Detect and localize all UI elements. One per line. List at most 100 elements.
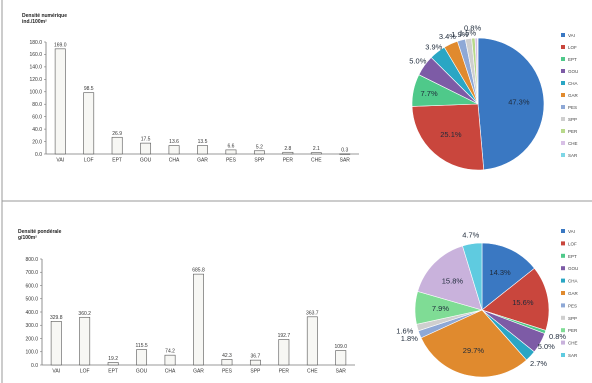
legend-label: PER [568,129,578,134]
bar [168,145,180,155]
bar-value-label: 685.8 [192,268,205,274]
bar-value-label: 74.2 [165,349,175,355]
pie-data-label: 47.3% [508,98,530,107]
legend-label: VAI [568,229,575,234]
legend-label: VAI [568,33,575,38]
y-tick-label: 140.0 [29,65,42,71]
bar-value-label: 26.9 [112,131,122,137]
pie-data-label: 3.4% [439,32,456,41]
pie-data-label: 2.7% [530,359,547,368]
x-tick-label: GAR [197,158,208,164]
legend-swatch [561,328,565,333]
bar-value-label: 19.2 [108,356,118,362]
y-tick-label: 600.0 [25,283,38,289]
x-tick-label: SPP [250,369,261,375]
bar-value-label: 115.5 [136,343,148,349]
x-tick-label: SAR [336,369,347,375]
pie-data-label: 1.9% [451,30,468,39]
pie-slice [477,37,545,171]
legend-label: LOF [568,45,577,50]
pie-data-label: 7.9% [432,304,449,313]
chart-ylabel: ind./100m² [22,19,47,25]
legend-swatch [561,241,565,246]
legend-label: SAR [568,353,578,358]
legend-label: CHA [568,81,578,86]
pie-slice [417,245,483,311]
bar-value-label: 363.7 [306,310,319,316]
y-tick-label: 0.0 [31,363,38,369]
x-tick-label: LOF [84,158,94,164]
bar [249,359,261,366]
x-tick-label: PES [226,158,237,164]
y-tick-label: 700.0 [25,270,38,276]
legend-swatch [561,291,565,295]
x-tick-label: CHE [311,158,322,164]
pie-data-label: 3.9% [425,43,442,52]
bar [140,142,152,155]
legend-swatch [561,45,565,49]
y-tick-label: 120.0 [29,77,42,83]
bar-chart-weight-density: Densité pondérale g/100m² 0.0 100.0 200.0 3… [18,229,355,375]
legend-label: SPP [568,117,577,122]
pie-slice [481,267,550,331]
legend-swatch [561,340,565,345]
y-tick-label: 200.0 [25,336,38,342]
pie-data-label: 0.8% [549,332,566,341]
legend-label: CHA [568,279,578,284]
bar-value-label: 2.1 [313,146,320,152]
legend-swatch [561,141,565,145]
bar-value-label: 2.8 [284,146,291,152]
pie-data-label: 7.7% [421,89,438,98]
y-tick-label: 20.0 [32,139,42,145]
legend-swatch [561,129,565,133]
pie-data-label: 1.5% [459,28,476,37]
x-tick-label: PER [283,158,294,164]
legend-swatch [561,57,565,61]
bar [136,349,148,366]
bar [193,273,204,366]
x-tick-label: LOF [80,369,90,375]
pie-data-label: 0.8% [464,24,481,33]
bar [197,145,208,155]
bar [282,151,294,155]
pie-data-label: 5.0% [409,56,426,65]
chart-title: Densité pondérale [18,229,62,235]
legend-swatch [561,105,565,109]
bar [79,316,91,366]
pie-data-label: 5.0% [538,342,555,351]
pie-slice [411,103,485,171]
bar-value-label: 109.0 [335,344,348,350]
pie-data-label: 29.7% [463,346,485,355]
legend-label: CHE [568,141,578,146]
y-tick-label: 500.0 [25,297,38,303]
pie-data-label: 4.7% [462,230,479,239]
bar [310,152,322,155]
bar [221,359,233,366]
y-tick-label: 100.0 [25,350,38,356]
pie-legend-numeric: VAI LOF EPT GOU CHA GAR PES SPP PER CHE SAR [561,33,579,158]
legend-label: PES [568,303,577,308]
y-tick-label: 80.0 [32,102,42,108]
pie-data-label: 14.3% [489,268,511,277]
bar [339,153,351,155]
legend-label: PES [568,105,577,110]
bar [50,321,62,366]
bar-value-label: 42.3 [222,353,232,359]
legend-label: SAR [568,153,578,158]
bar-value-label: 192.7 [278,333,291,339]
legend-swatch [561,33,565,37]
legend-swatch [561,315,565,320]
pie-legend-weight: VAI LOF EPT GOU CHA GAR PES SPP PER CHE SAR [561,229,579,358]
pie-slice [462,242,483,311]
bar [107,362,119,366]
y-tick-label: 100.0 [29,90,42,96]
bar-value-label: 6.6 [227,143,234,149]
x-tick-label: SPP [254,158,265,164]
legend-label: CHE [568,341,578,346]
bar [111,136,123,155]
bar-value-label: 5.2 [256,144,263,150]
x-tick-label: GOU [140,158,152,164]
y-tick-label: 40.0 [32,127,42,133]
legend-swatch [561,253,565,258]
x-tick-label: VAI [56,158,64,164]
